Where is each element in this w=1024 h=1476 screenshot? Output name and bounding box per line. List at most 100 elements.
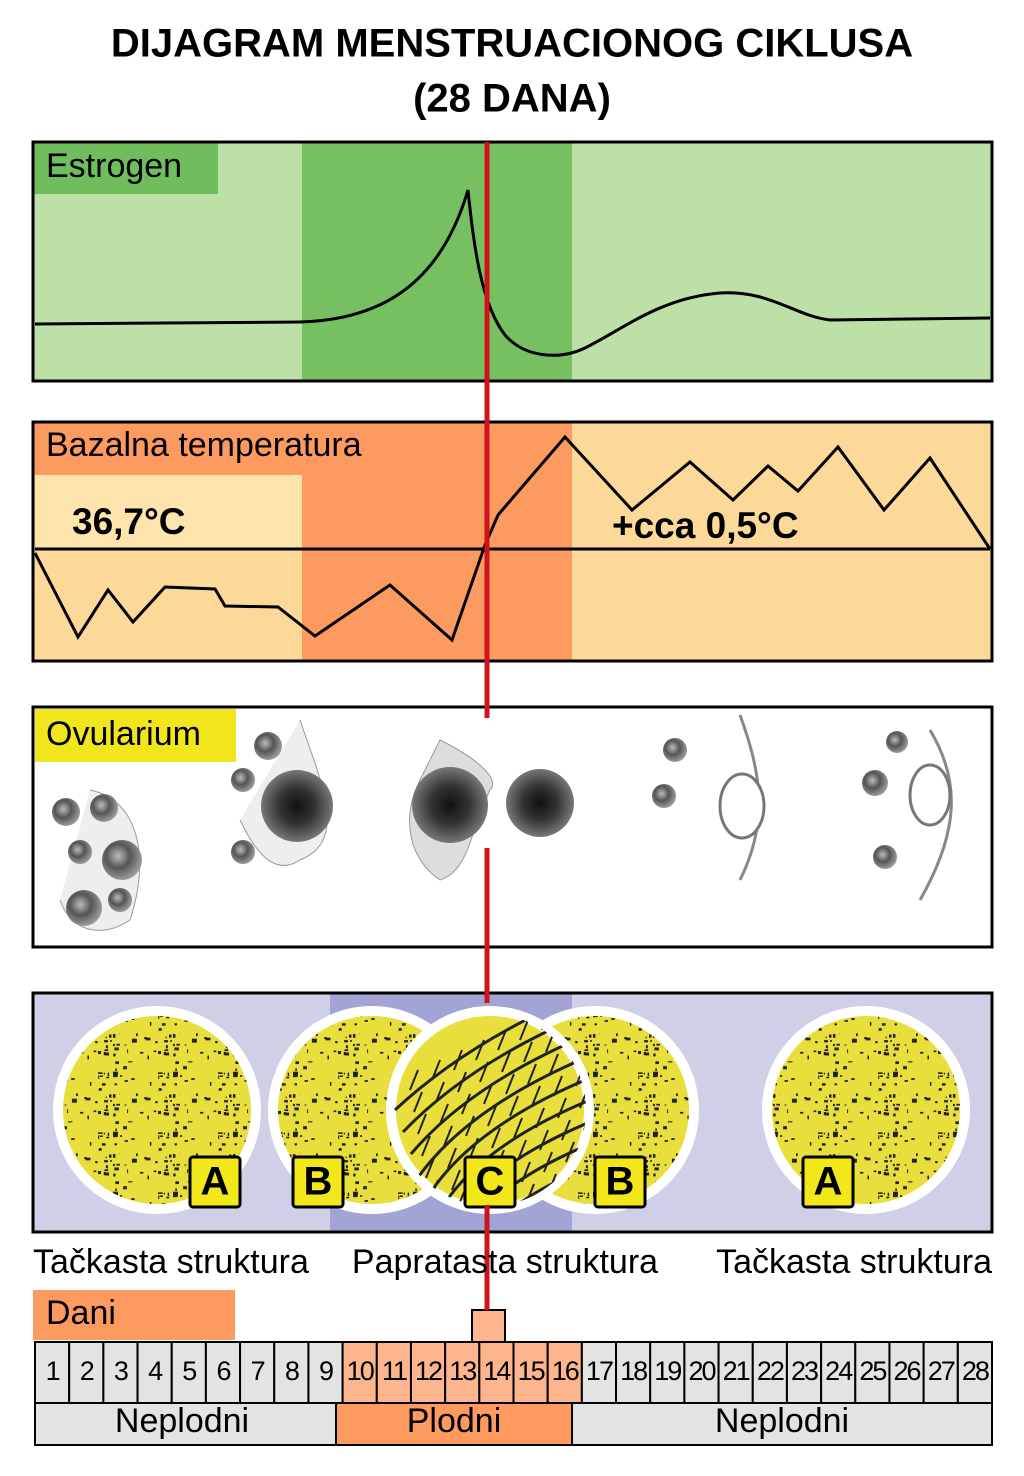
day-number: 3 — [114, 1356, 128, 1386]
fern-leaf — [513, 1117, 523, 1139]
fern-leaf — [479, 1061, 489, 1083]
day-number: 5 — [182, 1356, 196, 1386]
day-number: 9 — [319, 1356, 333, 1386]
fern-branch — [425, 1076, 586, 1199]
day-cell — [956, 1341, 993, 1404]
fern-leaf — [549, 1053, 559, 1075]
fern-branch — [409, 1032, 586, 1155]
day-cell — [136, 1341, 173, 1404]
day-number: 21 — [723, 1356, 750, 1386]
fern-leaf — [461, 1093, 471, 1115]
letter-box — [593, 1155, 647, 1209]
day-number: 22 — [757, 1356, 784, 1386]
fern-leaf — [409, 1069, 419, 1091]
mucus-speckle — [772, 1016, 960, 1204]
panel-border — [31, 991, 994, 1234]
panel-label: Ovularium — [46, 715, 201, 753]
fern-leaf — [435, 1081, 445, 1103]
day-cell — [478, 1341, 515, 1404]
day-number: 11 — [382, 1356, 407, 1386]
fern-leaf — [475, 1039, 485, 1061]
temperature-rise: +cca 0,5°C — [612, 505, 799, 546]
fern-leaf — [523, 1041, 533, 1063]
day-number: 14 — [483, 1356, 511, 1386]
fern-leaf — [527, 1063, 537, 1085]
fern-leaf — [487, 1105, 497, 1127]
sample-letter: A — [201, 1160, 230, 1204]
fern-leaf — [417, 1113, 427, 1135]
temperature-base: 36,7°C — [72, 501, 186, 542]
fern-leaf — [431, 1059, 441, 1081]
day-number: 19 — [654, 1356, 681, 1386]
fern-leaf — [561, 1119, 571, 1141]
sample-letter: B — [606, 1160, 635, 1204]
day-number: 18 — [620, 1356, 647, 1386]
day-cell — [546, 1341, 583, 1404]
sample-letter: B — [304, 1160, 333, 1204]
days-label: Dani — [46, 1294, 116, 1332]
day-number: 6 — [216, 1356, 230, 1386]
phase-label: Plodni — [407, 1402, 502, 1440]
day-number: 23 — [791, 1356, 818, 1386]
day-number: 20 — [688, 1356, 715, 1386]
title: DIJAGRAM MENSTRUACIONOG CIKLUSA — [111, 22, 913, 66]
day-number: 25 — [859, 1356, 886, 1386]
day-cell — [204, 1341, 242, 1404]
letter-box — [188, 1155, 242, 1209]
fern-leaf — [519, 1019, 529, 1041]
fern-leaf — [447, 1147, 457, 1169]
fern-leaf — [509, 1095, 519, 1117]
day-number: 13 — [449, 1356, 476, 1386]
phase-label: Neplodni — [715, 1402, 849, 1440]
day-cell — [34, 1341, 71, 1404]
fern-leaf — [453, 1049, 463, 1071]
fern-leaf — [443, 1125, 453, 1147]
day-cell — [922, 1341, 959, 1404]
letter-box — [291, 1155, 345, 1209]
day-cell — [785, 1341, 823, 1404]
panel-label: Bazalna temperatura — [46, 426, 362, 464]
day-number: 28 — [962, 1356, 989, 1386]
day-cell — [239, 1341, 276, 1404]
phase-label: Neplodni — [115, 1402, 249, 1440]
fern-leaf — [497, 1029, 507, 1051]
day-cell — [444, 1341, 481, 1404]
day-cell — [102, 1341, 139, 1404]
day-number: 24 — [825, 1356, 853, 1386]
day-number: 10 — [347, 1356, 374, 1386]
sample-letter: C — [476, 1160, 505, 1204]
title: (28 DANA) — [413, 77, 611, 121]
fern-leaf — [483, 1083, 493, 1105]
day-number: 4 — [148, 1356, 163, 1386]
temperature-panel: Bazalna temperatura 36,7°C +cca 0,5°C — [31, 420, 994, 663]
letter-box — [801, 1155, 855, 1209]
day-cell — [820, 1341, 857, 1404]
fern-leaf — [543, 1151, 553, 1173]
day-number: 16 — [552, 1356, 579, 1386]
estrogen-curve — [34, 189, 991, 357]
day-cell — [409, 1341, 447, 1404]
panel-label: Estrogen — [46, 147, 182, 185]
day-cell — [273, 1341, 310, 1404]
fern-leaf — [501, 1051, 511, 1073]
fern-leaf — [491, 1127, 501, 1149]
fern-leaf — [465, 1115, 475, 1137]
day-number: 27 — [928, 1356, 955, 1386]
day-number: 1 — [46, 1356, 60, 1386]
fern-leaf — [425, 1157, 435, 1179]
ovularium-panel: Ovularium — [31, 705, 994, 949]
day-cell — [341, 1341, 378, 1404]
day-cell — [854, 1341, 891, 1404]
fern-leaf — [531, 1085, 541, 1107]
fern-leaf — [439, 1103, 449, 1125]
fern-leaf — [421, 1135, 431, 1157]
day-number: 7 — [251, 1356, 265, 1386]
day-cell — [512, 1341, 549, 1404]
fern-leaf — [469, 1137, 479, 1159]
fern-leaf — [451, 1169, 461, 1191]
fern-leaf — [505, 1073, 515, 1095]
fern-leaf — [413, 1091, 423, 1113]
